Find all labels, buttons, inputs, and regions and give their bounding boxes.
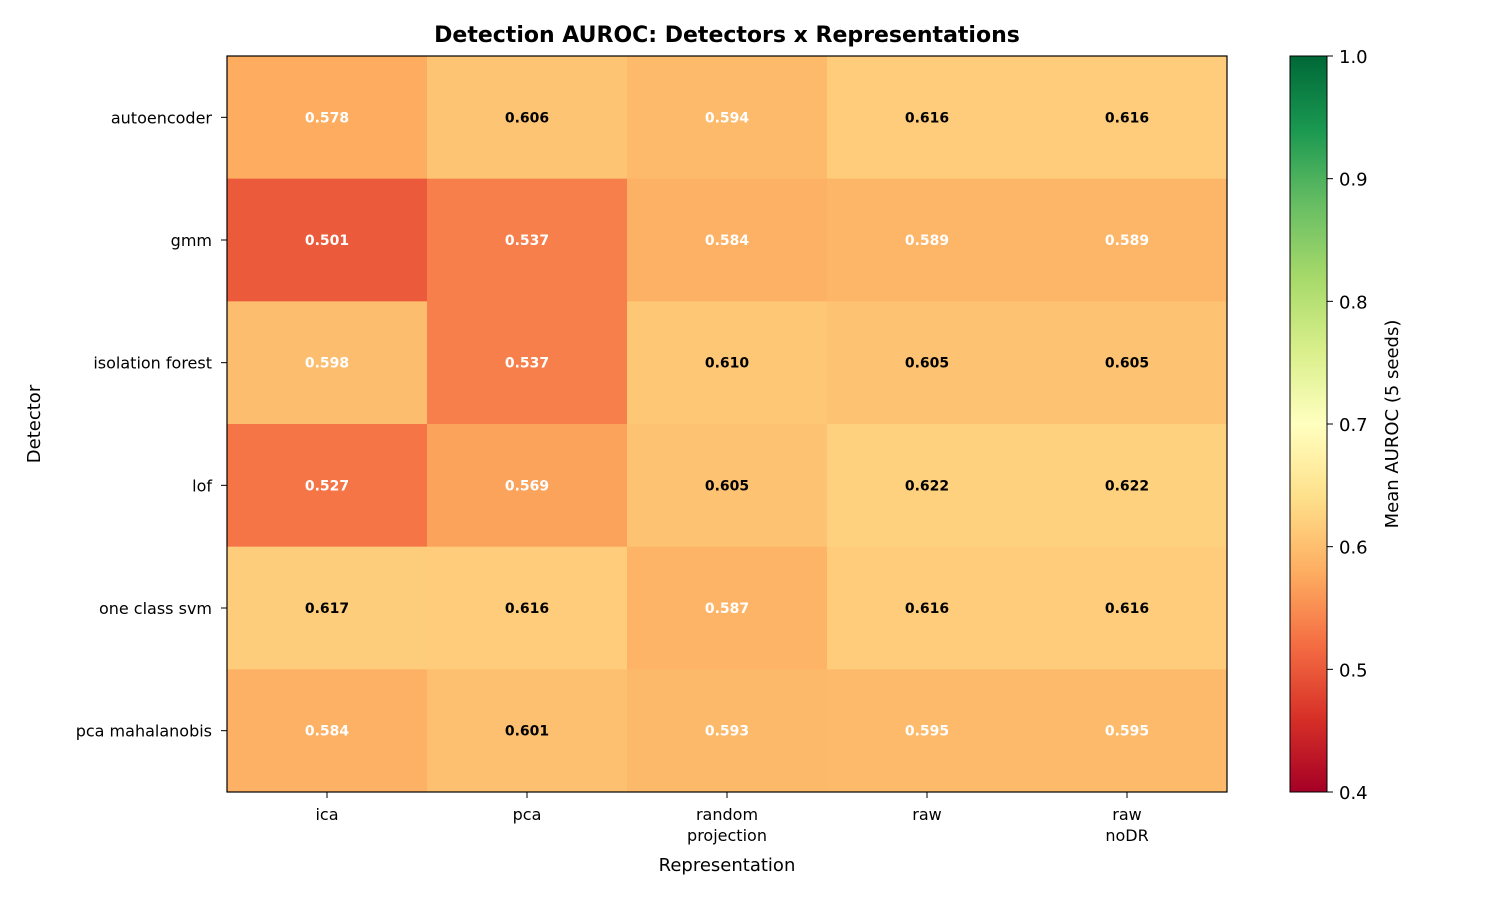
heatmap-cell bbox=[427, 424, 628, 548]
colorbar-tick-label: 1.0 bbox=[1339, 47, 1368, 68]
heatmap-cell bbox=[627, 56, 828, 180]
heatmap-cell bbox=[227, 669, 428, 793]
heatmap-cell bbox=[427, 56, 628, 180]
heatmap-cell bbox=[827, 178, 1028, 302]
colorbar-tick-label: 0.6 bbox=[1339, 538, 1368, 559]
y-tick-label: lof bbox=[192, 476, 212, 495]
colorbar bbox=[1289, 55, 1328, 793]
cell-value-label: 0.605 bbox=[705, 478, 749, 494]
heatmap-cell bbox=[627, 546, 828, 670]
x-tick-label: raw noDR bbox=[1105, 805, 1148, 845]
x-tick-label: ica bbox=[315, 805, 338, 824]
heatmap-cell bbox=[1027, 546, 1228, 670]
cell-value-label: 0.501 bbox=[305, 233, 349, 249]
cell-value-label: 0.622 bbox=[905, 478, 949, 494]
y-tick-label: gmm bbox=[171, 231, 212, 250]
heatmap-cell bbox=[227, 301, 428, 425]
cell-value-label: 0.598 bbox=[305, 356, 349, 372]
heatmap-cell bbox=[1027, 301, 1228, 425]
heatmap-cell-labels: 0.578 0.606 0.594 0.616 0.616 0.501 0.537 0.584… bbox=[305, 110, 1149, 739]
x-tick-label: pca bbox=[513, 805, 542, 824]
y-tick-label: one class svm bbox=[99, 599, 212, 618]
heatmap-cell bbox=[227, 178, 428, 302]
cell-value-label: 0.527 bbox=[305, 478, 349, 494]
cell-value-label: 0.589 bbox=[1105, 233, 1149, 249]
colorbar-ticks: 0.4 0.5 0.6 0.7 0.8 0.9 1.0 bbox=[1327, 47, 1368, 804]
colorbar-tick-label: 0.4 bbox=[1339, 783, 1368, 804]
x-tick-label: random projection bbox=[687, 805, 767, 845]
heatmap-cell bbox=[227, 56, 428, 180]
heatmap-cell bbox=[827, 546, 1028, 670]
cell-value-label: 0.587 bbox=[705, 601, 749, 617]
cell-value-label: 0.606 bbox=[505, 110, 549, 126]
heatmap-cell bbox=[1027, 424, 1228, 548]
cell-value-label: 0.537 bbox=[505, 356, 549, 372]
cell-value-label: 0.616 bbox=[1105, 601, 1149, 617]
cell-value-label: 0.595 bbox=[905, 724, 949, 740]
heatmap-cell bbox=[427, 546, 628, 670]
y-tick-label: isolation forest bbox=[93, 354, 212, 373]
colorbar-tick-label: 0.7 bbox=[1339, 415, 1368, 436]
cell-value-label: 0.578 bbox=[305, 110, 349, 126]
colorbar-tick-label: 0.8 bbox=[1339, 292, 1368, 313]
chart-title: Detection AUROC: Detectors x Representat… bbox=[434, 23, 1020, 48]
cell-value-label: 0.622 bbox=[1105, 478, 1149, 494]
heatmap-cell bbox=[827, 56, 1028, 180]
cell-value-label: 0.605 bbox=[905, 356, 949, 372]
x-axis-label: Representation bbox=[659, 855, 796, 876]
heatmap-cell bbox=[427, 669, 628, 793]
heatmap-cell bbox=[427, 301, 628, 425]
cell-value-label: 0.610 bbox=[705, 356, 750, 372]
heatmap-cell bbox=[427, 178, 628, 302]
y-tick-label: pca mahalanobis bbox=[76, 722, 212, 741]
heatmap-cell bbox=[1027, 56, 1228, 180]
colorbar-label: Mean AUROC (5 seeds) bbox=[1382, 320, 1403, 529]
heatmap-cell bbox=[227, 424, 428, 548]
heatmap-cell bbox=[227, 546, 428, 670]
y-axis-ticks: autoencoder gmm isolation forest lof one cla… bbox=[76, 108, 227, 741]
heatmap-cell bbox=[1027, 178, 1228, 302]
colorbar-tick-label: 0.5 bbox=[1339, 660, 1368, 681]
heatmap-cell bbox=[827, 301, 1028, 425]
cell-value-label: 0.594 bbox=[705, 110, 750, 126]
heatmap-cell bbox=[627, 669, 828, 793]
x-axis-ticks: ica pca random projection raw raw noDR bbox=[315, 792, 1149, 845]
heatmap-cell bbox=[827, 424, 1028, 548]
cell-value-label: 0.584 bbox=[705, 233, 750, 249]
heatmap-cell bbox=[827, 669, 1028, 793]
cell-value-label: 0.616 bbox=[905, 601, 949, 617]
cell-value-label: 0.595 bbox=[1105, 724, 1149, 740]
cell-value-label: 0.616 bbox=[905, 110, 949, 126]
y-axis-label: Detector bbox=[24, 384, 45, 463]
x-tick-label: raw bbox=[912, 805, 941, 824]
cell-value-label: 0.616 bbox=[505, 601, 549, 617]
cell-value-label: 0.605 bbox=[1105, 356, 1149, 372]
heatmap-cell bbox=[627, 424, 828, 548]
colorbar-tick-label: 0.9 bbox=[1339, 170, 1368, 191]
cell-value-label: 0.569 bbox=[505, 478, 549, 494]
cell-value-label: 0.601 bbox=[505, 724, 549, 740]
y-tick-label: autoencoder bbox=[111, 108, 213, 127]
cell-value-label: 0.584 bbox=[305, 724, 350, 740]
heatmap-cell bbox=[627, 301, 828, 425]
cell-value-label: 0.537 bbox=[505, 233, 549, 249]
heatmap-cell bbox=[1027, 669, 1228, 793]
cell-value-label: 0.616 bbox=[1105, 110, 1149, 126]
heatmap-cells bbox=[227, 56, 1228, 793]
cell-value-label: 0.589 bbox=[905, 233, 949, 249]
cell-value-label: 0.617 bbox=[305, 601, 349, 617]
cell-value-label: 0.593 bbox=[705, 724, 749, 740]
heatmap-cell bbox=[627, 178, 828, 302]
